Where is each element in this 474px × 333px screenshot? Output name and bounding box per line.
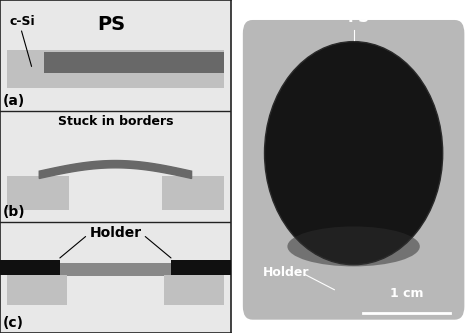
Text: Holder: Holder	[263, 266, 310, 279]
Text: Stuck in borders: Stuck in borders	[58, 115, 173, 128]
Text: PS: PS	[97, 15, 125, 34]
Bar	[0, 260, 60, 275]
Text: 1 cm: 1 cm	[390, 287, 423, 300]
Text: (c): (c)	[2, 316, 23, 330]
Text: PS: PS	[347, 10, 369, 25]
Ellipse shape	[264, 42, 443, 265]
Ellipse shape	[287, 226, 420, 266]
Text: (b): (b)	[2, 205, 25, 219]
FancyBboxPatch shape	[243, 20, 465, 320]
Bar	[171, 260, 233, 275]
Bar	[55, 263, 175, 276]
Bar	[7, 176, 69, 210]
Bar	[44, 52, 224, 73]
Bar	[7, 50, 224, 88]
Bar	[162, 176, 224, 210]
Text: Holder: Holder	[90, 226, 141, 240]
Polygon shape	[253, 33, 455, 306]
Bar	[7, 275, 67, 305]
Bar	[164, 275, 224, 305]
Text: c-Si: c-Si	[9, 15, 35, 28]
Polygon shape	[39, 161, 191, 178]
Text: (a): (a)	[2, 94, 25, 108]
